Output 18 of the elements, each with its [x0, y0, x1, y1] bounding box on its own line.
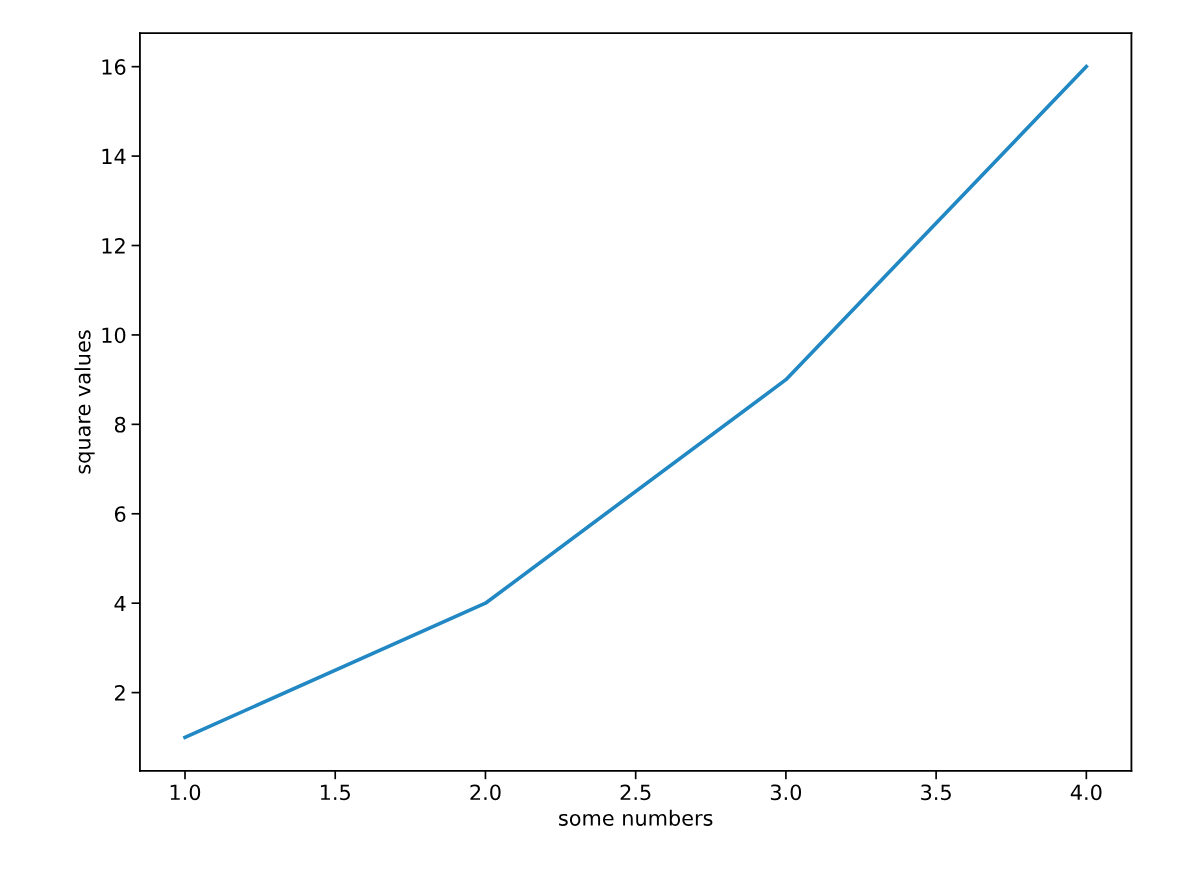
x-axis-title: some numbers — [559, 809, 713, 826]
x-tick-label: 2.0 — [470, 784, 501, 801]
x-tick-label: 1.0 — [170, 784, 201, 801]
y-tick-label: 8 — [114, 416, 126, 433]
x-tick-label: 3.0 — [770, 784, 802, 801]
y-tick-label: 4 — [114, 595, 126, 612]
x-tick-label: 1.5 — [320, 784, 350, 801]
x-tick-label: 2.5 — [620, 784, 651, 801]
x-tick-label: 3.5 — [921, 784, 951, 801]
y-tick-label: 14 — [102, 148, 126, 164]
y-tick-label: 12 — [102, 237, 125, 254]
line-series — [183, 64, 1089, 740]
y-tick-label: 2 — [115, 685, 125, 701]
y-tick-label: 6 — [114, 506, 126, 522]
y-tick-label: 10 — [102, 327, 126, 344]
y-axis-title: square values — [74, 330, 95, 474]
x-tick-label: 4.0 — [1070, 784, 1102, 801]
y-tick-label: 16 — [102, 59, 126, 75]
